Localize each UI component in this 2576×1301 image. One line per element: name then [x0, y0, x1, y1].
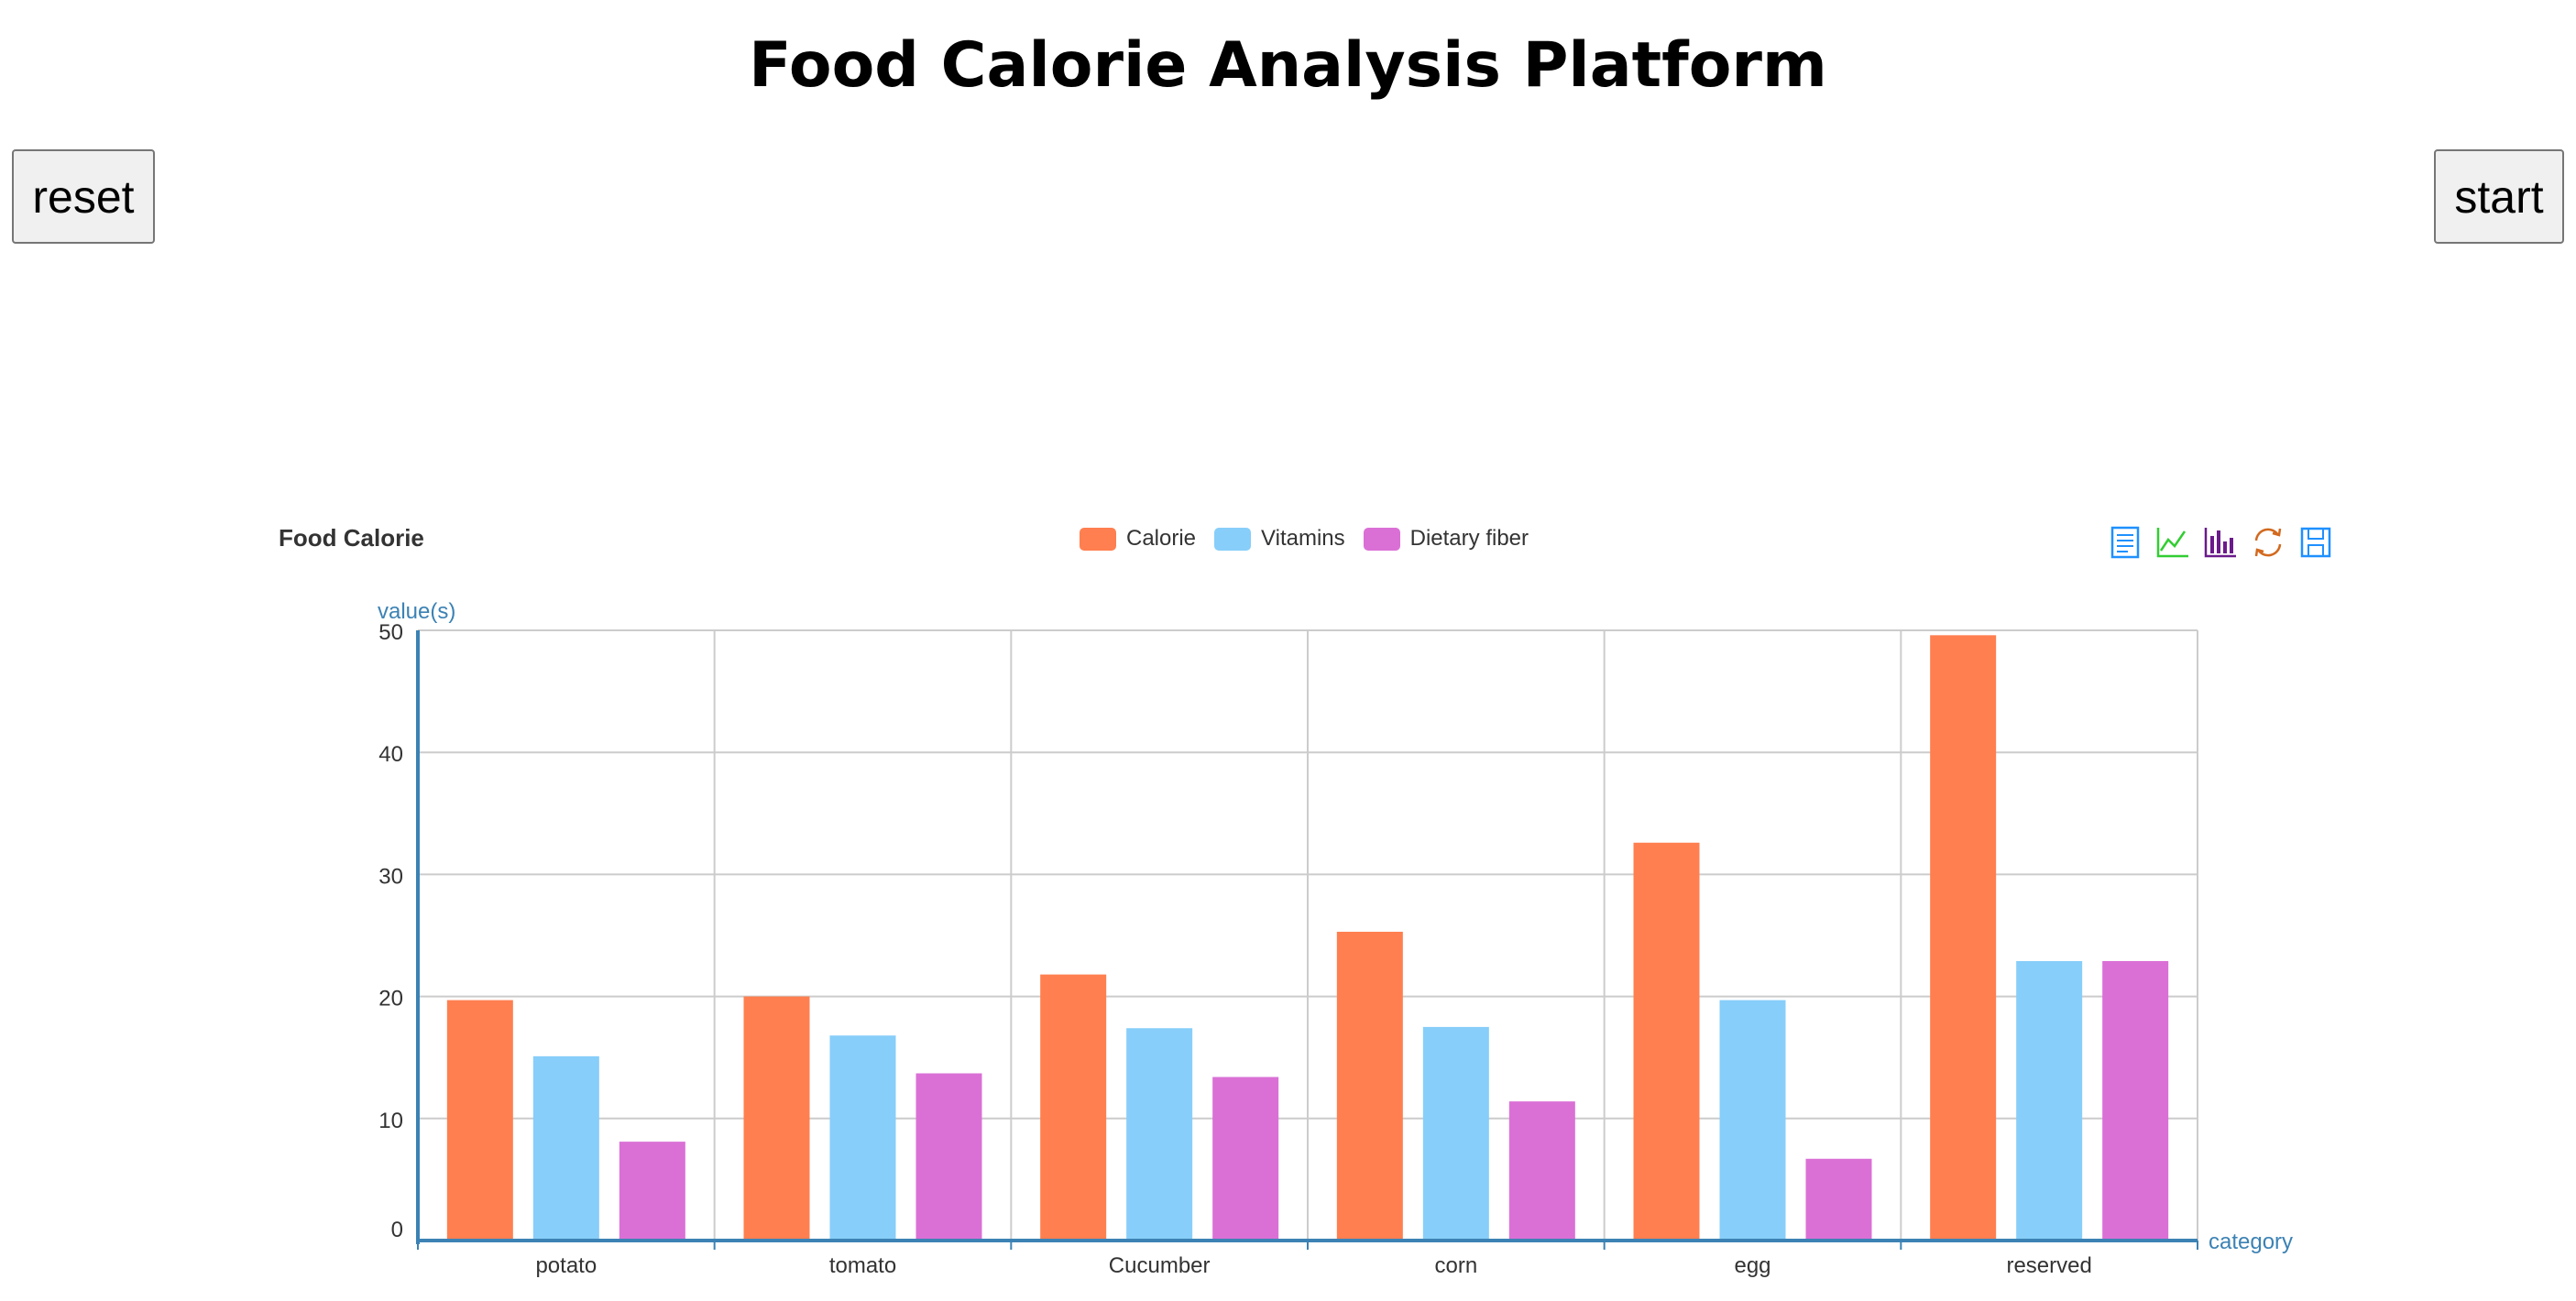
data-view-icon[interactable] — [2108, 525, 2143, 560]
bar-chart-icon[interactable] — [2203, 525, 2238, 560]
y-tick-label: 50 — [378, 620, 403, 645]
x-tick-label: tomato — [829, 1253, 896, 1278]
y-tick-label: 20 — [378, 987, 403, 1011]
legend-swatch-vitamins — [1214, 527, 1252, 551]
bar-calorie-cucumber — [1040, 974, 1107, 1239]
bar-dietary-fiber-cucumber — [1212, 1077, 1279, 1239]
legend-label-calorie: Calorie — [1126, 526, 1197, 551]
bar-vitamins-reserved — [2016, 960, 2083, 1239]
x-tick-label: reserved — [2006, 1253, 2091, 1278]
bar-vitamins-tomato — [829, 1035, 896, 1239]
toolbox — [2108, 525, 2346, 560]
legend-item-vitamins[interactable]: Vitamins — [1214, 526, 1345, 552]
legend-swatch-dietary-fiber — [1363, 527, 1400, 551]
legend-item-calorie[interactable]: Calorie — [1080, 526, 1196, 552]
x-tick-label: Cucumber — [1109, 1253, 1211, 1278]
x-tick-label: egg — [1734, 1253, 1770, 1278]
bar-vitamins-egg — [1719, 1000, 1786, 1239]
legend: Calorie Vitamins Dietary fiber — [1080, 526, 1547, 552]
legend-label-dietary-fiber: Dietary fiber — [1409, 526, 1529, 551]
x-tick-label: corn — [1434, 1253, 1477, 1278]
bar-calorie-reserved — [1930, 635, 1997, 1239]
bar-dietary-fiber-corn — [1508, 1101, 1575, 1239]
bar-dietary-fiber-egg — [1805, 1158, 1872, 1239]
y-tick-label: 0 — [391, 1218, 403, 1242]
save-image-icon[interactable] — [2298, 525, 2333, 560]
line-chart-icon[interactable] — [2155, 525, 2190, 560]
legend-label-vitamins: Vitamins — [1261, 526, 1345, 551]
bar-vitamins-potato — [532, 1055, 599, 1239]
bar-calorie-potato — [446, 1000, 513, 1239]
bar-dietary-fiber-potato — [619, 1142, 685, 1239]
bar-vitamins-corn — [1422, 1026, 1489, 1239]
y-tick-label: 10 — [378, 1109, 403, 1133]
x-axis-name: category — [2209, 1230, 2293, 1254]
bar-calorie-tomato — [743, 996, 810, 1239]
page-title: Food Calorie Analysis Platform — [749, 29, 1827, 102]
bar-dietary-fiber-reserved — [2102, 960, 2169, 1239]
bar-dietary-fiber-tomato — [915, 1073, 982, 1239]
y-axis-name: value(s) — [378, 599, 455, 624]
reset-button[interactable]: reset — [12, 149, 155, 244]
restore-icon[interactable] — [2251, 525, 2286, 560]
bar-calorie-corn — [1336, 932, 1403, 1239]
chart-title: Food Calorie — [279, 524, 424, 552]
x-tick-label: potato — [535, 1253, 597, 1278]
legend-swatch-calorie — [1080, 527, 1116, 551]
y-tick-label: 40 — [378, 742, 403, 767]
legend-item-dietary-fiber[interactable]: Dietary fiber — [1363, 526, 1529, 552]
bar-vitamins-cucumber — [1126, 1028, 1193, 1239]
y-tick-label: 30 — [378, 864, 403, 889]
bar-calorie-egg — [1633, 842, 1700, 1239]
start-button[interactable]: start — [2434, 149, 2564, 244]
